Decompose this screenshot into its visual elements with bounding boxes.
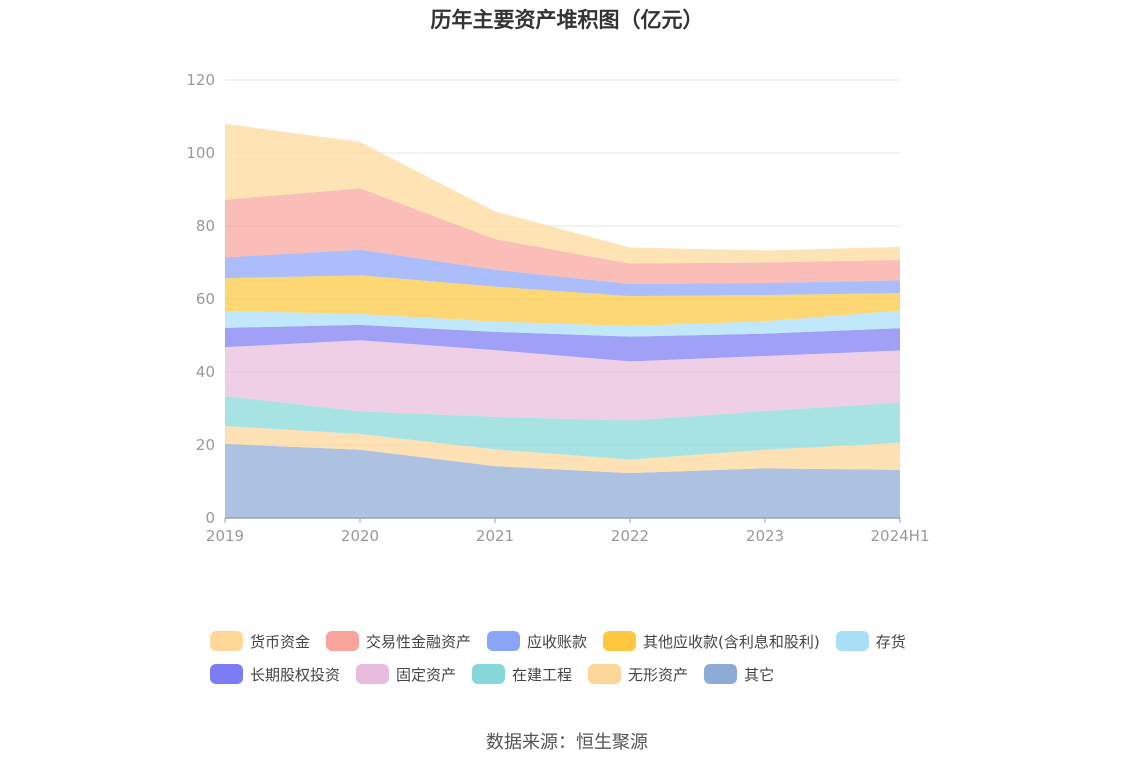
legend-item[interactable]: 应收账款	[487, 630, 587, 652]
chart-title: 历年主要资产堆积图（亿元）	[430, 8, 704, 32]
x-tick-label: 2021	[476, 527, 514, 545]
x-tick-label: 2020	[341, 527, 379, 545]
y-tick-label: 0	[205, 509, 215, 527]
legend-label: 无形资产	[628, 665, 689, 684]
y-tick-label: 100	[186, 144, 215, 162]
legend-label: 交易性金融资产	[366, 632, 472, 651]
axes: 0 20 40 60 80 100 120 2019 2020 2021 2022 2023 2024H…	[186, 71, 929, 545]
legend-swatch	[603, 631, 637, 651]
legend-swatch	[356, 664, 390, 684]
y-tick-label: 40	[196, 363, 215, 381]
legend-swatch	[704, 664, 738, 684]
x-tick-label: 2024H1	[871, 527, 930, 545]
y-tick-label: 120	[186, 71, 215, 89]
area-应收账款	[225, 249, 900, 297]
legend-swatch	[210, 631, 243, 651]
legend-label: 固定资产	[396, 665, 457, 684]
legend-item[interactable]: 交易性金融资产	[326, 630, 471, 652]
legend-label: 长期股权投资	[250, 665, 341, 684]
legend-label: 其它	[744, 665, 775, 684]
x-tick-label: 2022	[611, 527, 649, 545]
data-source: 数据来源：恒生聚源	[486, 732, 648, 753]
legend-item[interactable]: 货币资金	[210, 630, 310, 652]
legend-label: 存货	[875, 632, 906, 651]
y-tick-label: 60	[196, 290, 215, 308]
area-存货	[225, 310, 900, 337]
x-tick-label: 2019	[206, 527, 244, 545]
legend-item[interactable]: 存货	[835, 630, 906, 652]
legend-label: 其他应收款(含利息和股利)	[643, 632, 820, 651]
legend-item[interactable]: 无形资产	[588, 663, 688, 685]
legend-swatch	[472, 664, 506, 684]
legend-row: 货币资金 交易性金融资产 应收账款 其他应收款(含利息和股利) 存货长期股权投资 固定资产…	[210, 630, 950, 696]
legend-swatch	[326, 631, 360, 651]
area-长期股权投资	[225, 324, 900, 362]
legend-swatch	[210, 664, 243, 684]
legend-item[interactable]: 其它	[704, 663, 774, 685]
legend-item[interactable]: 长期股权投资	[210, 663, 340, 685]
area-无形资产	[225, 426, 900, 474]
area-其他应收款(含利息和股利)	[225, 275, 900, 327]
area-其它	[225, 443, 900, 518]
legend-swatch	[835, 631, 869, 651]
legend-item[interactable]: 固定资产	[356, 663, 456, 685]
legend-label: 应收账款	[527, 632, 588, 651]
legend-label: 货币资金	[250, 632, 311, 651]
legend-label: 在建工程	[512, 665, 573, 684]
area-货币资金	[225, 123, 900, 264]
x-tick-label: 2023	[746, 527, 784, 545]
y-tick-label: 20	[196, 436, 215, 454]
legend-swatch	[588, 664, 622, 684]
area-交易性金融资产	[225, 188, 900, 285]
area-在建工程	[225, 396, 900, 460]
legend-swatch	[487, 631, 521, 651]
legend-item[interactable]: 其他应收款(含利息和股利)	[603, 630, 820, 652]
legend: 货币资金 交易性金融资产 应收账款 其他应收款(含利息和股利) 存货长期股权投资 固定资产…	[210, 630, 950, 696]
area-series	[225, 123, 900, 518]
y-tick-label: 80	[196, 217, 215, 235]
legend-item[interactable]: 在建工程	[472, 663, 572, 685]
area-固定资产	[225, 340, 900, 421]
